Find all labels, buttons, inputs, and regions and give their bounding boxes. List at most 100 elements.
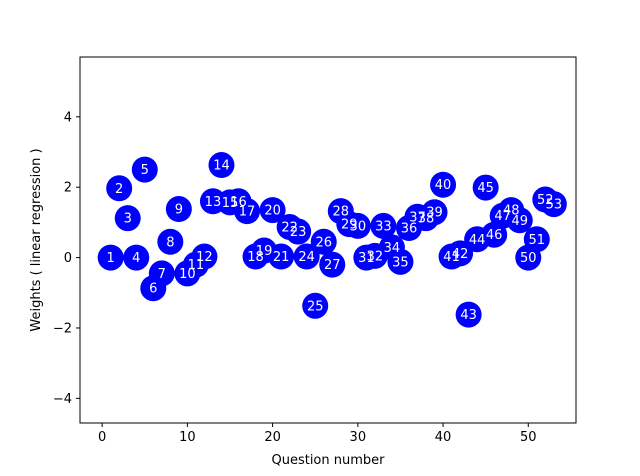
data-point-label-24: 24 [298, 250, 315, 265]
x-tick-label: 10 [179, 430, 196, 445]
data-point-26 [310, 228, 337, 255]
point-labels-layer: 1234567891011121314151617181920212223242… [107, 159, 563, 324]
x-tick-label: 20 [264, 430, 281, 445]
data-point-label-14: 14 [213, 159, 230, 174]
data-point-1 [97, 244, 124, 271]
data-point-label-13: 13 [205, 195, 222, 210]
data-point-label-21: 21 [273, 250, 290, 265]
x-axis-title: Question number [271, 453, 385, 468]
data-point-label-10: 10 [179, 267, 196, 282]
data-point-label-3: 3 [124, 212, 132, 227]
data-point-label-40: 40 [435, 178, 452, 193]
data-point-label-46: 46 [486, 228, 503, 243]
data-point-label-17: 17 [239, 205, 256, 220]
data-point-label-41: 41 [443, 250, 460, 265]
data-point-label-39: 39 [426, 206, 443, 221]
data-point-35 [387, 248, 414, 275]
data-point-label-37: 37 [409, 210, 426, 225]
data-point-label-42: 42 [452, 247, 469, 262]
x-tick-label: 40 [435, 430, 452, 445]
data-point-label-45: 45 [477, 181, 494, 196]
data-point-label-47: 47 [494, 209, 511, 224]
data-point-17 [234, 198, 261, 225]
data-point-label-11: 11 [188, 258, 205, 273]
y-tick-label: −4 [53, 392, 72, 407]
data-point-label-32: 32 [367, 249, 384, 264]
data-point-label-7: 7 [158, 267, 166, 282]
data-point-label-26: 26 [315, 235, 332, 250]
data-point-label-4: 4 [132, 251, 140, 266]
data-point-label-2: 2 [115, 182, 123, 197]
plot-frame [79, 56, 577, 424]
data-point-12 [191, 243, 218, 270]
data-point-53 [540, 191, 567, 218]
data-point-label-6: 6 [149, 282, 157, 297]
data-point-label-52: 52 [537, 193, 554, 208]
data-point-51 [523, 226, 550, 253]
x-tick-label: 30 [350, 430, 367, 445]
data-point-label-23: 23 [290, 225, 307, 240]
data-point-7 [148, 260, 175, 287]
data-point-label-51: 51 [529, 233, 546, 248]
data-point-23 [285, 218, 312, 245]
data-point-label-30: 30 [350, 219, 367, 234]
data-point-label-36: 36 [401, 222, 418, 237]
data-point-label-33: 33 [375, 219, 392, 234]
data-point-21 [268, 243, 295, 270]
data-point-3 [114, 205, 141, 232]
x-tick-label: 50 [520, 430, 537, 445]
data-point-label-38: 38 [418, 212, 435, 227]
data-point-label-18: 18 [247, 250, 264, 265]
data-point-33 [370, 212, 397, 239]
data-point-14 [208, 152, 235, 179]
data-point-8 [157, 228, 184, 255]
data-point-label-29: 29 [341, 218, 358, 233]
data-point-label-28: 28 [333, 205, 350, 220]
data-point-label-49: 49 [511, 214, 528, 229]
markers-layer [97, 152, 567, 328]
data-point-label-35: 35 [392, 255, 409, 270]
data-point-20 [259, 197, 286, 224]
y-tick-label: 0 [64, 251, 72, 266]
data-point-label-5: 5 [141, 163, 149, 178]
data-point-label-15: 15 [222, 196, 239, 211]
data-point-43 [455, 301, 482, 328]
y-axis-ticks: −4 −2 0 2 4 [53, 110, 80, 407]
data-point-2 [106, 175, 133, 202]
y-tick-label: −2 [53, 321, 72, 336]
data-point-24 [293, 243, 320, 270]
data-point-label-16: 16 [230, 195, 247, 210]
y-axis-title: Weights ( linear regression ) [29, 148, 44, 331]
data-point-9 [165, 196, 192, 223]
data-point-label-1: 1 [107, 251, 115, 266]
data-point-49 [506, 207, 533, 234]
data-point-label-31: 31 [358, 251, 375, 266]
data-point-5 [131, 156, 158, 183]
data-point-label-27: 27 [324, 258, 341, 273]
data-point-label-12: 12 [196, 250, 213, 265]
y-tick-label: 2 [64, 181, 72, 196]
data-point-label-44: 44 [469, 233, 486, 248]
data-point-label-19: 19 [256, 244, 273, 259]
data-point-25 [302, 292, 329, 319]
data-point-30 [344, 212, 371, 239]
data-point-label-25: 25 [307, 299, 324, 314]
data-point-label-9: 9 [175, 203, 183, 218]
data-point-39 [421, 199, 448, 226]
data-point-label-34: 34 [384, 241, 401, 256]
data-point-27 [319, 251, 346, 278]
data-point-40 [430, 171, 457, 198]
data-point-label-53: 53 [546, 198, 563, 213]
data-point-label-20: 20 [264, 204, 281, 219]
x-tick-label: 0 [98, 430, 106, 445]
data-point-label-8: 8 [166, 235, 174, 250]
data-point-label-22: 22 [281, 220, 298, 235]
y-tick-label: 4 [64, 110, 72, 125]
data-point-4 [123, 244, 150, 271]
data-point-label-43: 43 [460, 308, 477, 323]
data-point-label-48: 48 [503, 204, 520, 219]
x-axis-ticks: 0 10 20 30 40 50 [98, 423, 537, 445]
data-point-label-50: 50 [520, 251, 537, 266]
data-point-45 [472, 174, 499, 201]
